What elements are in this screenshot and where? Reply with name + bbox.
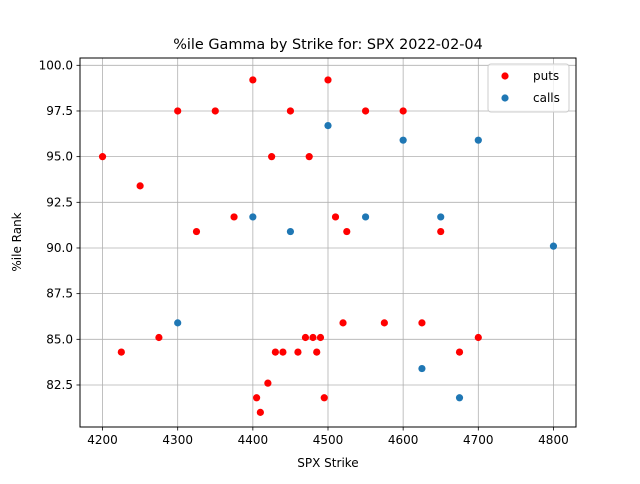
puts-point — [320, 394, 328, 402]
y-tick-label: 95.0 — [46, 150, 73, 164]
y-axis-label: %ile Rank — [10, 212, 24, 271]
puts-point — [271, 348, 279, 356]
puts-point — [155, 333, 163, 342]
puts-point — [98, 153, 107, 161]
x-axis-label: SPX Strike — [297, 456, 358, 470]
puts-point — [253, 394, 261, 402]
puts-point — [117, 348, 125, 356]
puts-point — [174, 107, 182, 115]
puts-point — [324, 76, 332, 84]
y-tick-label: 87.5 — [46, 287, 73, 301]
puts-point — [361, 107, 370, 115]
puts-point — [313, 348, 321, 356]
legend-marker-puts — [501, 72, 509, 80]
calls-point — [249, 213, 257, 221]
x-tick-label: 4600 — [388, 433, 419, 447]
calls-point — [437, 213, 445, 221]
puts-point — [192, 227, 201, 236]
puts-point — [249, 76, 257, 84]
x-tick-label: 4400 — [238, 433, 269, 447]
y-tick-label: 97.5 — [46, 104, 73, 118]
calls-point — [399, 136, 407, 144]
puts-point — [268, 153, 276, 161]
grid — [80, 58, 576, 427]
puts-point — [264, 379, 272, 387]
chart-title: %ile Gamma by Strike for: SPX 2022-02-04 — [173, 37, 483, 53]
x-tick-label: 4200 — [87, 433, 118, 447]
calls-point — [455, 394, 464, 402]
puts-point — [399, 107, 407, 115]
puts-point — [331, 213, 340, 221]
puts-point — [305, 153, 313, 161]
puts-point — [256, 408, 264, 416]
y-ticks: 82.5 85.0 87.5 90.0 92.5 95.0 97.5 100.0 — [39, 58, 80, 392]
calls-point — [474, 136, 482, 144]
x-ticks: 4200 4300 4400 4500 4600 4700 4800 — [87, 427, 569, 447]
legend-marker-calls — [501, 94, 509, 102]
puts-point — [316, 333, 325, 342]
calls-point — [361, 213, 370, 221]
data-points — [98, 76, 558, 416]
y-tick-label: 85.0 — [46, 332, 73, 346]
x-tick-label: 4300 — [162, 433, 193, 447]
puts-point — [301, 333, 310, 342]
puts-point — [309, 333, 317, 342]
legend-label-puts: puts — [533, 69, 559, 83]
x-tick-label: 4700 — [463, 433, 494, 447]
legend: puts calls — [487, 63, 570, 113]
puts-point — [339, 319, 347, 327]
y-tick-label: 82.5 — [46, 378, 73, 392]
calls-point — [286, 227, 295, 236]
puts-point — [211, 107, 219, 115]
calls-point — [324, 121, 332, 130]
puts-point — [343, 227, 351, 236]
puts-point — [474, 333, 482, 342]
calls-point — [174, 319, 182, 327]
y-tick-label: 90.0 — [46, 241, 73, 255]
y-tick-label: 100.0 — [39, 58, 73, 72]
puts-point — [380, 319, 388, 327]
legend-label-calls: calls — [533, 91, 560, 105]
puts-point — [455, 348, 464, 356]
calls-point — [418, 364, 426, 373]
y-tick-label: 92.5 — [46, 195, 73, 209]
puts-point — [230, 213, 238, 221]
puts-point — [279, 348, 287, 356]
calls-point — [549, 242, 558, 250]
puts-point — [418, 319, 426, 327]
puts-point — [437, 227, 445, 236]
puts-point — [136, 182, 144, 190]
x-tick-label: 4800 — [538, 433, 569, 447]
x-tick-label: 4500 — [313, 433, 344, 447]
puts-point — [286, 107, 295, 115]
puts-point — [294, 348, 302, 356]
